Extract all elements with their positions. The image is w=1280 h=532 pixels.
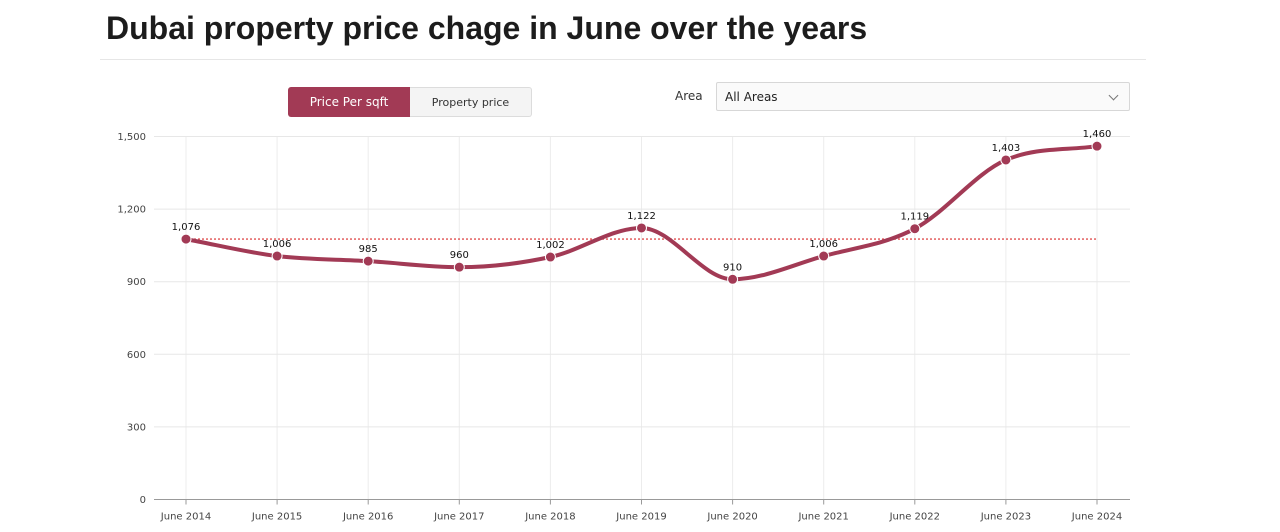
data-label: 1,119 — [900, 212, 929, 223]
x-tick-label: June 2018 — [524, 512, 575, 523]
data-point — [1000, 154, 1012, 166]
data-point — [180, 233, 192, 245]
y-tick-label: 600 — [127, 350, 146, 361]
data-label: 1,002 — [536, 240, 565, 251]
y-tick-label: 1,500 — [117, 132, 146, 143]
data-point — [727, 273, 739, 285]
data-point — [636, 222, 647, 234]
y-tick-label: 1,200 — [117, 205, 146, 216]
x-tick-label: June 2015 — [251, 512, 302, 523]
area-dropdown[interactable]: All Areas — [716, 82, 1130, 111]
property-price-button[interactable]: Property price — [410, 87, 532, 117]
data-label: 1,403 — [992, 143, 1021, 154]
x-tick-label: June 2017 — [433, 512, 484, 523]
x-tick-label: June 2019 — [615, 512, 666, 523]
data-point — [544, 251, 556, 263]
x-tick-label: June 2016 — [342, 512, 393, 523]
area-dropdown-value: All Areas — [725, 89, 778, 104]
x-tick-label: June 2021 — [797, 512, 848, 523]
data-label: 985 — [359, 244, 378, 255]
data-label: 1,122 — [627, 211, 656, 222]
price-per-sqft-button[interactable]: Price Per sqft — [288, 87, 410, 117]
x-tick-label: June 2022 — [889, 512, 940, 523]
metric-toggle: Price Per sqft Property price — [288, 87, 532, 117]
data-label: 1,076 — [172, 222, 201, 233]
x-tick-label: June 2020 — [706, 512, 757, 523]
y-tick-label: 300 — [127, 422, 146, 433]
y-tick-label: 0 — [140, 495, 146, 506]
x-tick-label: June 2023 — [980, 512, 1031, 523]
x-tick-label: June 2014 — [160, 512, 211, 523]
data-point — [453, 261, 465, 273]
x-tick-label: June 2024 — [1071, 512, 1122, 523]
page-title: Dubai property price chage in June over … — [106, 10, 868, 46]
data-label: 1,460 — [1083, 129, 1112, 140]
title-divider — [100, 59, 1146, 60]
data-label: 960 — [450, 250, 469, 261]
data-point — [362, 255, 374, 267]
data-label: 1,006 — [809, 239, 838, 250]
data-label: 910 — [723, 262, 742, 273]
data-point — [818, 250, 830, 262]
data-point — [909, 223, 921, 235]
y-tick-label: 900 — [127, 277, 146, 288]
data-point — [1091, 140, 1103, 152]
area-label: Area — [675, 89, 703, 103]
data-point — [271, 250, 283, 262]
data-label: 1,006 — [263, 239, 292, 250]
